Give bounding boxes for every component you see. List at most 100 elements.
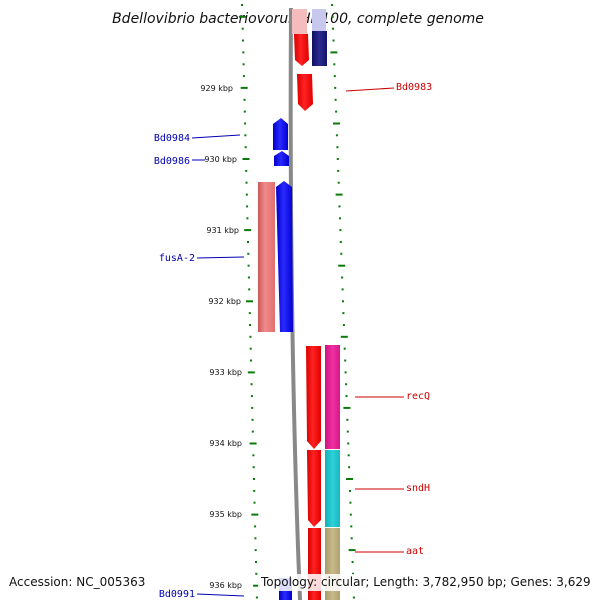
kbp-tick-label: 932 kbp (208, 297, 241, 306)
gene-feature-pink[interactable] (292, 9, 307, 34)
ruler-major-tick (251, 513, 259, 516)
ruler-major-tick (249, 442, 257, 445)
kbp-tick-label: 929 kbp (200, 84, 233, 93)
ruler-minor-tick (249, 335, 252, 338)
ruler-major-tick (346, 478, 353, 480)
ruler-minor-tick (332, 39, 335, 42)
ruler-minor-tick (337, 169, 340, 172)
ruler-minor-tick (251, 406, 254, 409)
gene-feature-lilac[interactable] (312, 9, 326, 31)
ruler-major-tick (340, 335, 348, 338)
ruler-minor-tick (351, 561, 354, 563)
ruler-minor-tick (346, 418, 349, 421)
ruler-minor-tick (334, 86, 337, 89)
ruler-minor-tick (349, 501, 352, 504)
gene-label-bd0983[interactable]: Bd0983 (396, 82, 432, 93)
kbp-tick-label: 935 kbp (209, 510, 242, 519)
label-leader-line (196, 256, 245, 259)
gene-feature-sndH-partner[interactable] (307, 450, 321, 527)
gene-label-sndH[interactable]: sndH (406, 483, 430, 494)
ruler-major-tick (253, 584, 261, 587)
ruler-minor-tick (347, 442, 350, 445)
ruler-minor-tick (244, 146, 247, 149)
ruler-minor-tick (344, 371, 347, 374)
left-gene-labels: Bd0984 Bd0986 fusA-2 Bd0991 (154, 133, 245, 600)
ruler-major-tick (348, 549, 356, 552)
gene-label-bd0991[interactable]: Bd0991 (159, 589, 195, 600)
ruler-minor-tick (244, 134, 247, 137)
gene-feature-sndH[interactable] (325, 450, 340, 527)
ruler-minor-tick (249, 347, 252, 350)
kbp-tick-label: 933 kbp (209, 368, 242, 377)
ruler-minor-tick (252, 454, 255, 457)
gene-feature-bd0986[interactable] (274, 151, 289, 166)
reverse-strand-track (292, 9, 340, 600)
ruler-minor-tick (245, 169, 248, 172)
ruler-minor-tick (346, 430, 349, 433)
ruler-minor-tick (342, 300, 344, 303)
ruler-minor-tick (335, 134, 338, 137)
ruler-minor-tick (341, 288, 344, 291)
ruler-minor-tick (347, 454, 350, 457)
ruler-minor-tick (339, 241, 342, 243)
ruler-minor-tick (255, 572, 258, 575)
label-leader-line (191, 134, 241, 139)
gene-feature-navy[interactable] (312, 31, 327, 66)
ruler-minor-tick (339, 229, 342, 232)
ruler-minor-tick (348, 466, 351, 469)
ruler-minor-tick (243, 110, 246, 113)
kbp-tick-label: 936 kbp (209, 581, 242, 590)
kbp-tick-label: 930 kbp (204, 155, 237, 164)
ruler-major-tick (242, 158, 250, 160)
ruler-minor-tick (245, 193, 248, 196)
ruler-major-tick (338, 264, 346, 267)
gene-label-recQ[interactable]: recQ (406, 391, 430, 402)
ruler-minor-tick (333, 63, 336, 66)
ruler-minor-tick (349, 513, 352, 516)
ruler-minor-tick (246, 205, 249, 208)
gene-feature-bd0982[interactable] (294, 34, 309, 66)
ruler-minor-tick (332, 27, 334, 30)
ruler-major-tick (244, 229, 252, 232)
ruler-minor-tick (248, 312, 251, 315)
ruler-minor-tick (247, 264, 250, 267)
ruler-minor-tick (247, 241, 249, 243)
ruler-minor-tick (252, 466, 255, 469)
gene-feature-bd0983[interactable] (297, 74, 313, 111)
ruler-major-tick (343, 406, 351, 409)
ruler-minor-tick (352, 596, 355, 599)
ruler-minor-tick (250, 359, 252, 362)
gene-feature-bd0987[interactable] (276, 181, 293, 332)
gene-label-aat[interactable]: aat (406, 546, 424, 557)
ruler-minor-tick (241, 4, 244, 6)
ruler-minor-tick (255, 561, 257, 563)
ruler-minor-tick (336, 158, 339, 160)
ruler-minor-tick (334, 98, 337, 101)
ruler-minor-tick (253, 501, 256, 504)
gene-feature-bd0984[interactable] (273, 118, 288, 150)
gene-label-bd0984[interactable]: Bd0984 (154, 133, 190, 144)
ruler-minor-tick (331, 15, 334, 18)
gene-label-bd0986[interactable]: Bd0986 (154, 156, 190, 167)
gene-feature-recQ[interactable] (325, 345, 340, 449)
gene-label-fusA-2[interactable]: fusA-2 (159, 253, 195, 264)
ruler-major-tick (246, 300, 253, 303)
ruler-minor-tick (242, 51, 245, 54)
ruler-minor-tick (253, 489, 256, 492)
ruler-major-tick (333, 122, 340, 125)
ruler-minor-tick (344, 359, 347, 362)
gene-feature-fusA-2[interactable] (258, 182, 275, 332)
ruler-minor-tick (247, 276, 250, 279)
ruler-minor-tick (251, 418, 254, 421)
gene-feature-recQ-partner[interactable] (306, 346, 321, 449)
ruler-minor-tick (242, 63, 245, 66)
kbp-tick-label: 931 kbp (206, 226, 239, 235)
ruler-minor-tick (352, 572, 354, 575)
ruler-major-tick (335, 193, 343, 196)
ruler-minor-tick (340, 252, 343, 255)
summary-backdrop (258, 574, 594, 591)
label-leader-line (345, 87, 395, 92)
ruler-minor-tick (248, 288, 251, 291)
forward-strand-track (258, 118, 293, 600)
